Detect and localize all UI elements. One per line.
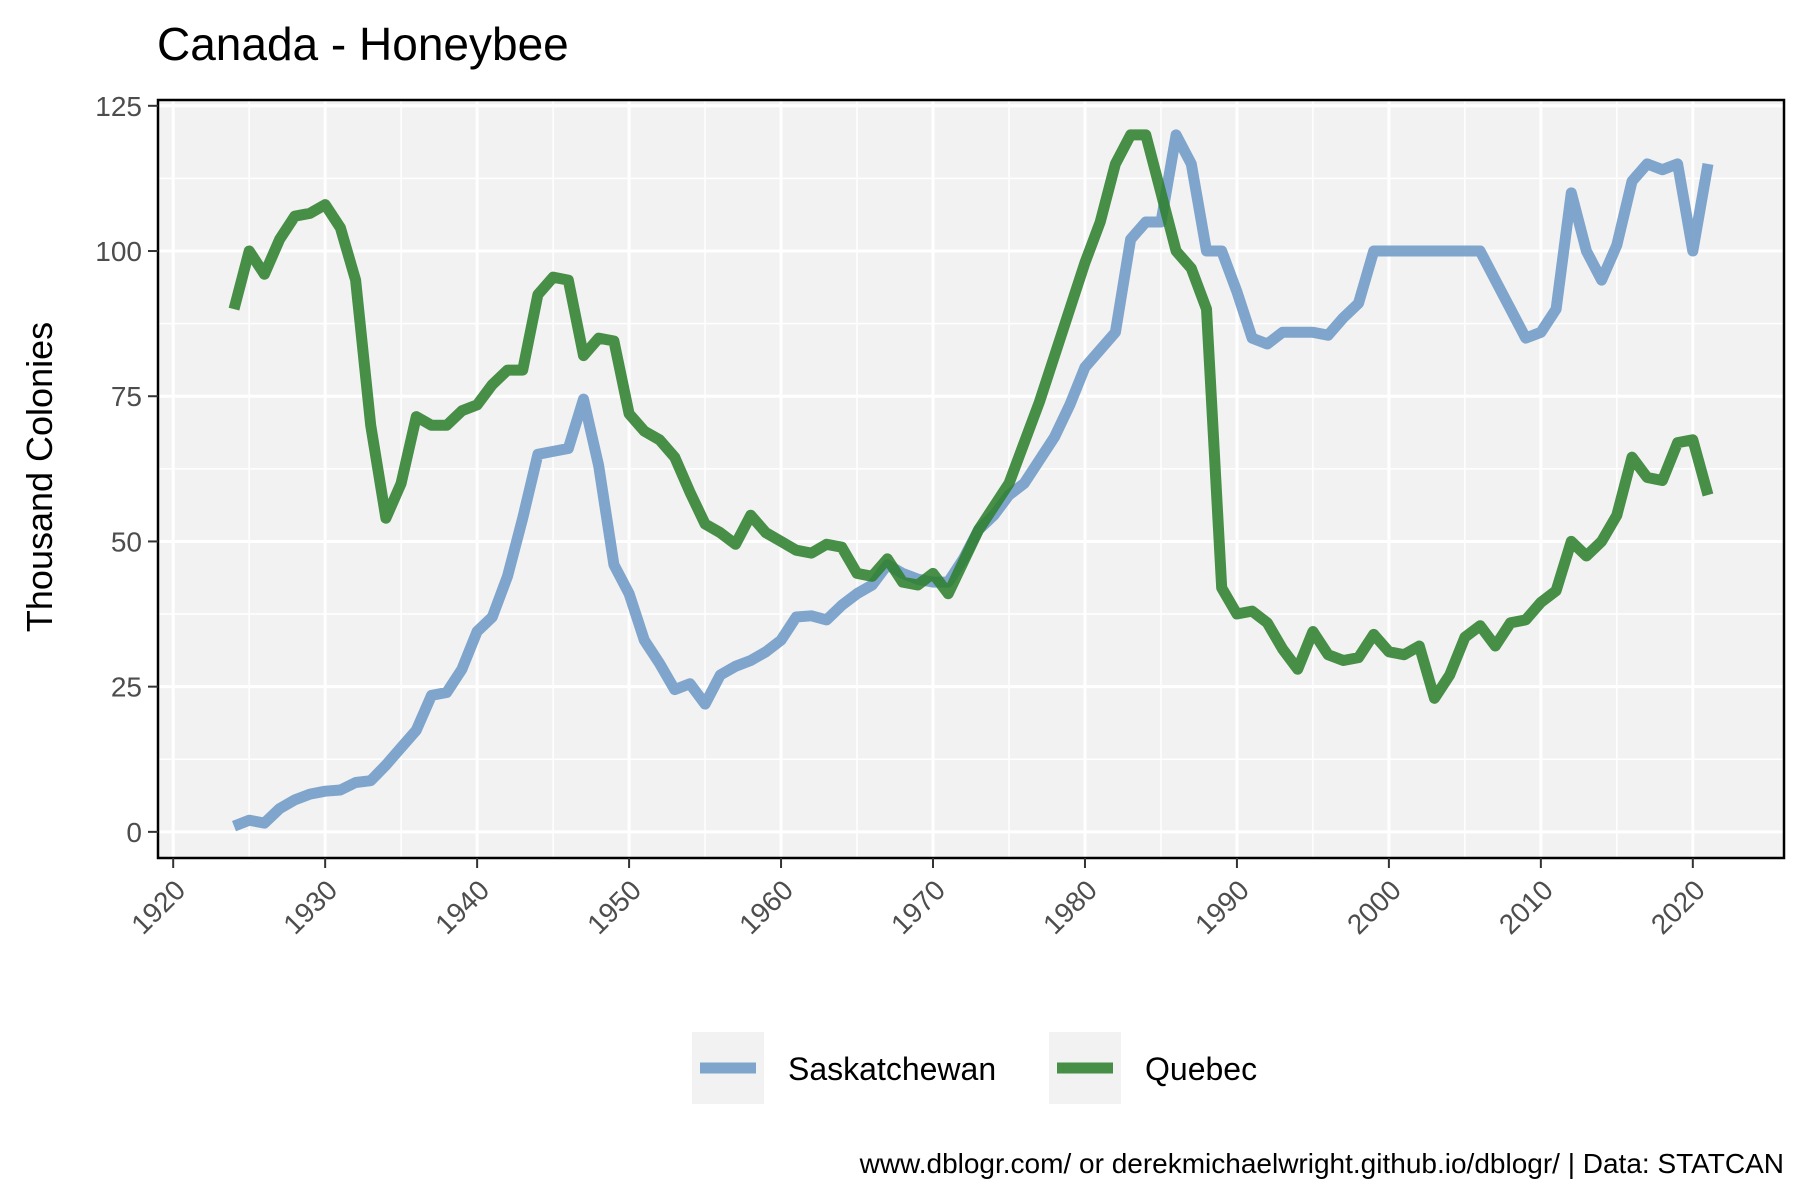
- x-tick-label: 1960: [733, 874, 799, 940]
- chart-title: Canada - Honeybee: [157, 18, 569, 70]
- x-tick-label: 1980: [1037, 874, 1103, 940]
- y-tick-label: 0: [126, 817, 142, 848]
- x-tick-label: 1950: [581, 874, 647, 940]
- y-tick-label: 25: [111, 672, 142, 703]
- legend-label-quebec: Quebec: [1145, 1051, 1257, 1087]
- x-tick-label: 2010: [1493, 874, 1559, 940]
- legend: Saskatchewan Quebec: [692, 1032, 1257, 1104]
- series-line-quebec: [228, 129, 1714, 704]
- y-tick-label: 75: [111, 381, 142, 412]
- x-tick-label: 2000: [1341, 874, 1407, 940]
- plot-border: [156, 98, 1786, 860]
- x-tick-label: 1920: [125, 874, 191, 940]
- y-tick-label: 125: [95, 91, 142, 122]
- plot-background: [158, 100, 1784, 858]
- x-tick-label: 2020: [1645, 874, 1711, 940]
- x-tick-label: 1940: [429, 874, 495, 940]
- y-tick-label: 50: [111, 526, 142, 557]
- legend-label-saskatchewan: Saskatchewan: [788, 1051, 996, 1087]
- x-tick-label: 1970: [885, 874, 951, 940]
- y-tick-label: 100: [95, 236, 142, 267]
- plot-area: 0 25 50 75 100 125 1920 1930 1940 1950 1960 1970 198…: [95, 91, 1786, 940]
- x-tick-label: 1930: [277, 874, 343, 940]
- x-tick-label: 1990: [1189, 874, 1255, 940]
- chart-caption: www.dblogr.com/ or derekmichaelwright.gi…: [859, 1148, 1784, 1179]
- y-axis-label: Thousand Colonies: [19, 322, 60, 632]
